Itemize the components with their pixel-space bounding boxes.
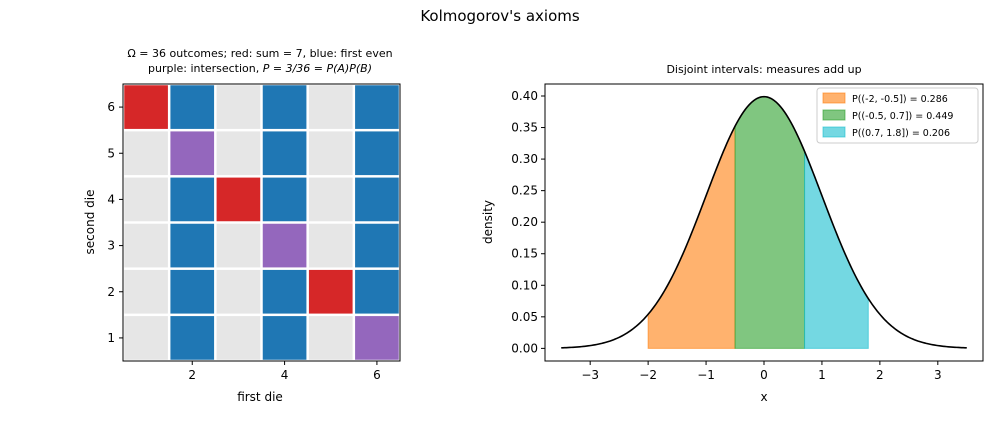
x-tick-label: −3	[581, 368, 599, 382]
dice-cell-6-6	[355, 85, 399, 129]
dice-cell-6-5	[355, 131, 399, 176]
dice-grid-panel: Ω = 36 outcomes; red: sum = 7, blue: fir…	[83, 47, 401, 404]
dice-cell-2-2	[170, 269, 215, 314]
dice-cell-5-1	[308, 316, 353, 360]
legend-swatch	[822, 126, 846, 138]
dice-cell-4-4	[262, 177, 307, 222]
dice-cell-3-5	[216, 131, 261, 176]
dice-cell-2-5	[170, 131, 215, 176]
legend-swatch	[822, 109, 846, 121]
area-3	[804, 151, 869, 349]
y-tick-label: 0.05	[511, 310, 538, 324]
legend-box	[816, 87, 979, 144]
dice-grid-title-line2-prefix: purple: intersection,	[148, 62, 263, 75]
dice-cell-5-4	[308, 177, 353, 222]
dice-cell-3-2	[216, 269, 261, 314]
y-tick-label: 0.15	[511, 247, 538, 261]
dice-grid-title-line2: purple: intersection, P = 3/36 = P(A)P(B…	[148, 62, 372, 75]
dice-cell-1-4	[124, 177, 168, 222]
dice-grid-y-ticks: 1 2 3 4 5 6	[107, 100, 123, 345]
y-tick-label: 4	[107, 192, 115, 206]
legend-label: P((-0.5, 0.7]) = 0.449	[852, 111, 953, 122]
dice-cell-3-1	[216, 316, 261, 360]
density-y-ticks: 0.00 0.05 0.10 0.15 0.20 0.25 0.30 0.35 0.40	[511, 89, 545, 355]
dice-cell-1-3	[124, 223, 168, 268]
dice-cell-4-6	[262, 85, 307, 129]
dice-grid-frame	[122, 83, 401, 362]
density-xlabel: x	[760, 390, 767, 404]
y-tick-label: 0.35	[511, 121, 538, 135]
y-tick-label: 6	[107, 100, 115, 114]
x-tick-label: 4	[281, 368, 289, 382]
dice-cell-5-5	[308, 131, 353, 176]
legend: P((-2, -0.5]) = 0.286 P((-0.5, 0.7]) = 0.…	[816, 87, 979, 144]
dice-grid-title-line2-math: P = 3/36 = P(A)P(B)	[263, 62, 372, 75]
dice-cell-4-2	[262, 269, 307, 314]
y-tick-label: 2	[107, 285, 115, 299]
dice-cell-1-1	[124, 316, 168, 360]
y-tick-label: 0.30	[511, 152, 538, 166]
x-tick-label: −1	[697, 368, 715, 382]
dice-cell-6-4	[355, 177, 399, 222]
dice-cell-3-4	[216, 177, 261, 222]
dice-cell-3-3	[216, 223, 261, 268]
dice-cell-2-6	[170, 85, 215, 129]
dice-cell-1-6	[124, 85, 168, 129]
dice-cell-4-1	[262, 316, 307, 360]
y-tick-label: 1	[107, 331, 115, 345]
y-tick-label: 0.25	[511, 184, 538, 198]
x-tick-label: 0	[760, 368, 768, 382]
dice-cell-5-3	[308, 223, 353, 268]
dice-cell-6-3	[355, 223, 399, 268]
area-2	[734, 96, 806, 349]
x-tick-label: 2	[876, 368, 884, 382]
dice-grid-x-ticks: 2 4 6	[188, 361, 381, 382]
density-x-ticks: −3 −2 −1 0 1 2 3	[581, 361, 942, 382]
density-panel: Disjoint intervals: measures add up −3 −2…	[481, 63, 984, 404]
dice-cell-2-4	[170, 177, 215, 222]
dice-cell-4-3	[262, 223, 307, 268]
y-tick-label: 3	[107, 239, 115, 253]
x-tick-label: 6	[373, 368, 381, 382]
x-tick-label: −2	[639, 368, 657, 382]
legend-swatch	[822, 92, 846, 104]
dice-cell-4-5	[262, 131, 307, 176]
y-tick-label: 0.00	[511, 341, 538, 355]
x-tick-label: 3	[934, 368, 942, 382]
dice-cell-5-6	[308, 85, 353, 129]
dice-grid-xlabel: first die	[237, 390, 283, 404]
dice-cell-3-6	[216, 85, 261, 129]
dice-cell-1-5	[124, 131, 168, 176]
dice-cell-2-3	[170, 223, 215, 268]
y-tick-label: 0.10	[511, 278, 538, 292]
dice-cell-5-2	[308, 269, 353, 314]
legend-label: P((-2, -0.5]) = 0.286	[852, 94, 948, 105]
figure-title: Kolmogorov's axioms	[420, 7, 580, 25]
dice-cell-6-1	[355, 316, 399, 360]
density-ylabel: density	[481, 200, 495, 244]
dice-cell-2-1	[170, 316, 215, 360]
legend-label: P((0.7, 1.8]) = 0.206	[852, 128, 950, 139]
x-tick-label: 1	[818, 368, 826, 382]
y-tick-label: 0.40	[511, 89, 538, 103]
dice-grid-cells	[124, 85, 399, 360]
dice-cell-6-2	[355, 269, 399, 314]
density-curve	[561, 95, 967, 349]
area-1	[647, 126, 736, 349]
y-tick-label: 5	[107, 146, 115, 160]
x-tick-label: 2	[188, 368, 196, 382]
dice-cell-1-2	[124, 269, 168, 314]
dice-grid-ylabel: second die	[83, 190, 97, 255]
density-title: Disjoint intervals: measures add up	[666, 63, 861, 76]
y-tick-label: 0.20	[511, 215, 538, 229]
dice-grid-title-line1: Ω = 36 outcomes; red: sum = 7, blue: fir…	[127, 47, 392, 60]
